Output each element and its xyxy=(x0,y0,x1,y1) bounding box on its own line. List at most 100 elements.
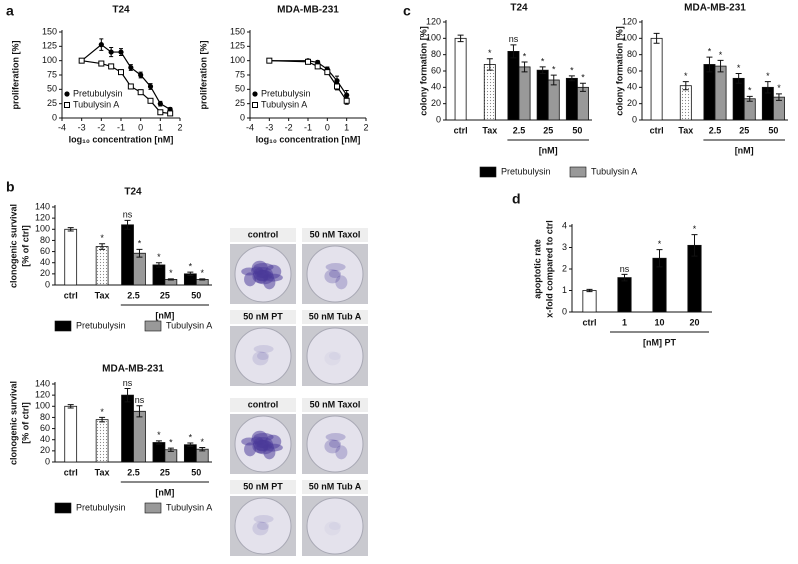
y-tick-label: 50 xyxy=(235,84,245,94)
y-axis-label: x-fold compared to ctrl xyxy=(544,220,554,318)
significance-label: * xyxy=(169,268,173,278)
y-tick-label: 60 xyxy=(40,423,50,433)
y-tick-label: 120 xyxy=(35,213,50,223)
significance-label: * xyxy=(719,50,723,60)
legend-marker xyxy=(252,91,258,97)
x-tick-label: -4 xyxy=(246,122,254,132)
error-bar xyxy=(568,75,575,82)
y-axis-label: clonogenic survival xyxy=(8,204,18,288)
y-tick-label: 100 xyxy=(35,401,50,411)
chart-title: MDA-MB-231 xyxy=(102,364,164,375)
colony xyxy=(324,521,341,536)
colony xyxy=(257,522,269,530)
x-tick-label: -2 xyxy=(285,122,293,132)
plate-header xyxy=(302,398,368,412)
point xyxy=(127,83,134,90)
error-bar xyxy=(579,82,586,92)
plate-header xyxy=(230,480,296,494)
chart-title: MDA-MB-231 xyxy=(684,3,746,14)
x-tick-label: 25 xyxy=(543,125,553,135)
x-axis-label: [nM] xyxy=(155,310,174,320)
bar xyxy=(483,64,496,121)
error-bar xyxy=(486,58,493,71)
colony xyxy=(253,515,274,524)
significance-label: ns xyxy=(620,264,630,274)
y-tick-label: 20 xyxy=(431,98,441,108)
y-tick-label: 100 xyxy=(35,224,50,234)
point xyxy=(108,63,115,70)
colony xyxy=(253,345,274,354)
plate-label: 50 nM Tub A xyxy=(309,481,362,491)
x-tick-label: -2 xyxy=(97,122,105,132)
x-axis-label: [nM] xyxy=(735,145,754,155)
error-bar xyxy=(621,273,628,282)
chart-title: T24 xyxy=(124,187,142,198)
x-tick-label: 1 xyxy=(344,122,349,132)
colony xyxy=(325,433,346,442)
x-tick-label: -4 xyxy=(58,122,66,132)
colony xyxy=(329,440,341,448)
legend-label: Tubulysin A xyxy=(166,502,212,512)
y-tick-label: 100 xyxy=(622,33,637,43)
significance-label: * xyxy=(169,437,173,447)
colony xyxy=(335,445,348,460)
plate-label: control xyxy=(248,399,279,409)
y-tick-label: 75 xyxy=(47,69,57,79)
significance-label: ns xyxy=(135,395,145,405)
x-tick-label: 10 xyxy=(654,317,664,327)
point xyxy=(128,64,134,71)
colony xyxy=(324,439,341,454)
x-tick-label: Tax xyxy=(95,467,110,477)
point xyxy=(118,49,124,55)
point xyxy=(167,110,174,117)
error-bar xyxy=(653,32,660,44)
x-tick-label: 25 xyxy=(739,125,749,135)
y-tick-label: 80 xyxy=(431,49,441,59)
plate-dish xyxy=(306,245,364,303)
colony xyxy=(324,269,341,284)
legend-marker xyxy=(64,91,70,97)
bar xyxy=(679,85,692,121)
point xyxy=(157,109,164,116)
legend-swatch xyxy=(54,502,72,514)
legend-label: Tubulysin A xyxy=(261,99,307,109)
error-bar xyxy=(187,442,194,447)
y-tick-label: 20 xyxy=(40,268,50,278)
colony xyxy=(252,351,269,366)
error-bar xyxy=(539,66,546,74)
significance-label: * xyxy=(658,239,662,249)
legend-swatch xyxy=(479,166,497,178)
bar xyxy=(703,64,716,121)
y-tick-label: 1 xyxy=(562,285,567,295)
legend-label: Tubulysin A xyxy=(166,320,212,330)
x-tick-label: 25 xyxy=(160,467,170,477)
x-axis-label: log₁₀ concentration [nM] xyxy=(256,134,361,144)
x-tick-label: 2.5 xyxy=(127,467,140,477)
bar xyxy=(536,69,549,121)
y-tick-label: 60 xyxy=(40,246,50,256)
error-bar xyxy=(187,271,194,277)
x-tick-label: -1 xyxy=(117,122,125,132)
y-tick-label: 120 xyxy=(426,16,441,26)
y-tick-label: 0 xyxy=(45,279,50,289)
significance-label: * xyxy=(581,73,585,83)
error-bar xyxy=(167,447,174,452)
significance-label: * xyxy=(684,71,688,81)
significance-label: * xyxy=(737,63,741,73)
error-bar xyxy=(167,278,174,281)
y-tick-label: 0 xyxy=(562,306,567,316)
significance-label: * xyxy=(157,430,161,440)
y-axis-label: clonogenic survival xyxy=(8,381,18,465)
error-bar xyxy=(706,56,713,73)
y-tick-label: 80 xyxy=(627,49,637,59)
bar xyxy=(507,51,520,121)
bar xyxy=(152,264,166,286)
point xyxy=(137,89,144,96)
bar xyxy=(183,444,197,463)
plate-dish xyxy=(234,327,292,385)
plate-label: control xyxy=(248,229,279,239)
significance-label: * xyxy=(766,71,770,81)
y-axis-label: proliferation [%] xyxy=(10,40,20,109)
